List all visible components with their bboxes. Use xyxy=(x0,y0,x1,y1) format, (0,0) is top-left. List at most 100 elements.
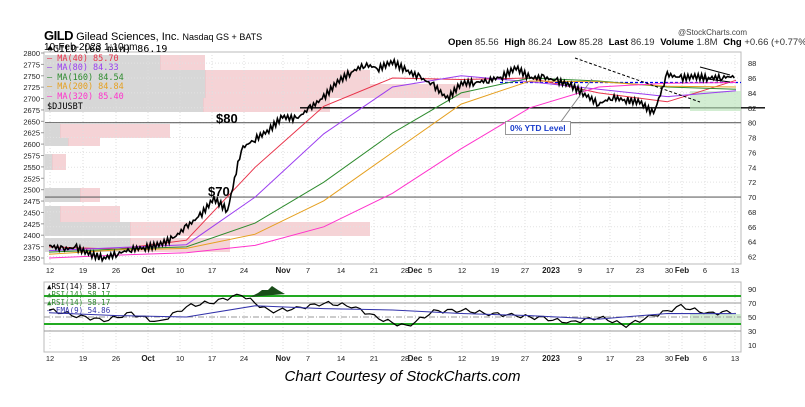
svg-text:2450: 2450 xyxy=(23,208,40,217)
price-legend: ♠GILD (60 min) 86.19— MA(40) 85.70— MA(8… xyxy=(47,45,167,112)
svg-text:17: 17 xyxy=(208,266,216,275)
svg-text:2775: 2775 xyxy=(23,60,40,69)
svg-text:50: 50 xyxy=(748,313,756,322)
svg-text:Feb: Feb xyxy=(675,354,689,363)
low-value: 85.28 xyxy=(579,37,603,48)
svg-text:2575: 2575 xyxy=(23,152,40,161)
svg-text:30: 30 xyxy=(665,266,673,275)
svg-text:13: 13 xyxy=(731,354,739,363)
rsi-legend-item: ▲RSI(14) 58.17 xyxy=(47,282,111,291)
svg-text:80: 80 xyxy=(748,119,756,128)
svg-text:78: 78 xyxy=(748,134,756,143)
svg-text:2750: 2750 xyxy=(23,72,40,81)
svg-text:88: 88 xyxy=(748,59,756,68)
ytd-level-label: 0% YTD Level xyxy=(505,121,571,135)
svg-text:2475: 2475 xyxy=(23,197,40,206)
target-zone xyxy=(690,91,741,111)
svg-text:86: 86 xyxy=(748,74,756,83)
high-value: 86.24 xyxy=(528,37,552,48)
svg-text:2375: 2375 xyxy=(23,243,40,252)
svg-text:70: 70 xyxy=(748,193,756,202)
svg-text:9: 9 xyxy=(578,354,582,363)
svg-text:Dec: Dec xyxy=(408,266,423,275)
svg-text:26: 26 xyxy=(112,266,120,275)
price-panel xyxy=(43,51,742,265)
svg-text:19: 19 xyxy=(79,354,87,363)
svg-text:2500: 2500 xyxy=(23,186,40,195)
chg-value: +0.66 (+0.77%) xyxy=(744,37,805,48)
exchange: Nasdaq GS + BATS xyxy=(182,32,263,42)
svg-text:19: 19 xyxy=(491,266,499,275)
svg-text:19: 19 xyxy=(79,266,87,275)
svg-text:70: 70 xyxy=(748,299,756,308)
svg-text:7: 7 xyxy=(306,354,310,363)
legend-item: $DJUSBT xyxy=(47,101,83,112)
svg-text:82: 82 xyxy=(748,104,756,113)
price-right-axis: 62 64 66 68 70 72 74 76 78 80 82 84 86 88 xyxy=(748,59,756,261)
svg-text:17: 17 xyxy=(208,354,216,363)
ohlc-summary: Open 85.56 High 86.24 Low 85.28 Last 86.… xyxy=(448,37,805,48)
chart-datetime: 10-Feb-2023 1:10pm xyxy=(44,42,138,53)
svg-text:5: 5 xyxy=(428,266,432,275)
svg-text:Nov: Nov xyxy=(275,266,291,275)
svg-text:12: 12 xyxy=(46,354,54,363)
chart-caption: Chart Courtesy of StockCharts.com xyxy=(284,368,521,385)
svg-text:30: 30 xyxy=(665,354,673,363)
chg-label: Chg xyxy=(723,37,742,48)
svg-text:17: 17 xyxy=(606,266,614,275)
legend-item: — MA(320) 85.40 xyxy=(47,91,124,102)
low-label: Low xyxy=(557,37,577,48)
svg-text:Dec: Dec xyxy=(408,354,423,363)
legend-item: — MA(200) 84.84 xyxy=(47,82,124,93)
svg-text:7: 7 xyxy=(306,266,310,275)
svg-text:2725: 2725 xyxy=(23,83,40,92)
rsi-legend: ▲RSI(14) 58.17 ▲RSI(14) 58.17 ▲RSI(14) 58.… xyxy=(47,283,110,315)
svg-text:14: 14 xyxy=(337,354,345,363)
svg-text:Oct: Oct xyxy=(141,266,155,275)
last-label: Last xyxy=(608,37,629,48)
svg-text:66: 66 xyxy=(748,223,756,232)
svg-text:28: 28 xyxy=(401,354,409,363)
rsi-legend-item: — EMA(9) 54.86 xyxy=(47,306,111,315)
svg-text:2800: 2800 xyxy=(23,49,40,58)
svg-text:2550: 2550 xyxy=(23,163,40,172)
chart-title: GILD Gilead Sciences, Inc. Nasdaq GS + B… xyxy=(44,28,262,43)
svg-text:2023: 2023 xyxy=(542,354,560,363)
svg-text:Oct: Oct xyxy=(141,354,155,363)
legend-item: — MA(40) 85.70 xyxy=(47,53,119,64)
svg-text:12: 12 xyxy=(46,266,54,275)
svg-text:10: 10 xyxy=(176,266,184,275)
svg-text:2675: 2675 xyxy=(23,106,40,115)
last-value: 86.19 xyxy=(630,37,655,48)
svg-text:28: 28 xyxy=(401,266,409,275)
svg-text:24: 24 xyxy=(240,354,248,363)
rsi-grid xyxy=(44,282,741,352)
svg-text:27: 27 xyxy=(521,354,529,363)
volume-label: Volume xyxy=(660,37,694,48)
svg-text:2600: 2600 xyxy=(23,140,40,149)
svg-text:84: 84 xyxy=(748,89,756,98)
svg-text:26: 26 xyxy=(112,354,120,363)
svg-text:2650: 2650 xyxy=(23,117,40,126)
svg-text:Nov: Nov xyxy=(275,354,291,363)
open-label: Open xyxy=(448,37,473,48)
svg-text:2525: 2525 xyxy=(23,174,40,183)
svg-text:2023: 2023 xyxy=(542,266,560,275)
svg-text:68: 68 xyxy=(748,208,756,217)
ticker-symbol: GILD xyxy=(44,28,74,43)
svg-text:10: 10 xyxy=(748,341,756,350)
svg-text:23: 23 xyxy=(636,354,644,363)
svg-text:6: 6 xyxy=(703,354,707,363)
rsi-neutral-zone xyxy=(690,314,741,323)
svg-text:17: 17 xyxy=(606,354,614,363)
svg-text:30: 30 xyxy=(748,327,756,336)
price-series xyxy=(48,57,737,263)
svg-text:74: 74 xyxy=(748,163,756,172)
svg-text:24: 24 xyxy=(240,266,248,275)
svg-text:72: 72 xyxy=(748,178,756,187)
svg-text:12: 12 xyxy=(458,354,466,363)
svg-text:14: 14 xyxy=(337,266,345,275)
company-name: Gilead Sciences, Inc. xyxy=(76,31,180,43)
svg-text:64: 64 xyxy=(748,238,756,247)
svg-text:62: 62 xyxy=(748,253,756,262)
